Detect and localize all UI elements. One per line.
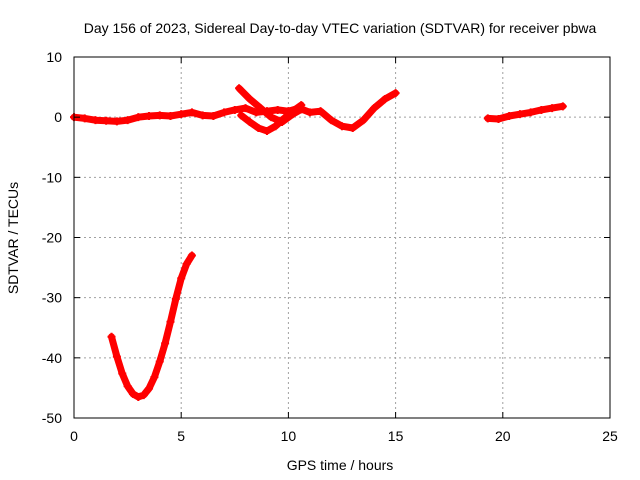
- x-tick-label: 20: [495, 428, 511, 444]
- x-tick-label: 5: [177, 428, 185, 444]
- data-point: [177, 274, 186, 283]
- y-tick-label: 0: [54, 109, 62, 125]
- data-point: [305, 108, 314, 117]
- series-track: [107, 251, 196, 401]
- data-point: [112, 352, 121, 361]
- y-tick-label: -30: [42, 290, 62, 306]
- data-point: [391, 89, 400, 98]
- data-point: [177, 110, 186, 119]
- data-point: [537, 105, 546, 114]
- data-points: [70, 84, 567, 401]
- data-point: [558, 102, 567, 111]
- data-point: [327, 116, 336, 125]
- data-point: [483, 114, 492, 123]
- data-point: [123, 382, 132, 391]
- data-point: [235, 84, 244, 93]
- axis-ticks: [73, 56, 611, 419]
- data-point: [198, 111, 207, 120]
- data-point: [187, 108, 196, 117]
- data-point: [370, 104, 379, 113]
- x-tick-label: 10: [281, 428, 297, 444]
- data-point: [80, 114, 89, 123]
- data-point: [505, 111, 514, 120]
- data-point: [230, 105, 239, 114]
- x-tick-label: 0: [70, 428, 78, 444]
- series-line: [237, 101, 305, 135]
- y-axis-label: SDTVAR / TECUs: [5, 182, 21, 294]
- data-point: [267, 113, 276, 122]
- data-point: [288, 107, 297, 116]
- data-point: [145, 384, 154, 393]
- data-point: [273, 105, 282, 114]
- data-point: [155, 111, 164, 120]
- data-point: [145, 111, 154, 120]
- data-point: [118, 369, 127, 378]
- data-point: [316, 107, 325, 116]
- data-point: [280, 114, 289, 123]
- series-track: [237, 101, 306, 136]
- data-point: [161, 339, 170, 348]
- series-track: [483, 102, 567, 123]
- data-point: [128, 389, 137, 398]
- x-tick-label: 25: [602, 428, 618, 444]
- y-tick-label: 10: [46, 49, 62, 65]
- data-point: [209, 111, 218, 120]
- series-line: [108, 252, 196, 401]
- data-point: [150, 373, 159, 382]
- data-point: [220, 108, 229, 117]
- x-tick-label: 15: [388, 428, 404, 444]
- data-point: [252, 108, 261, 117]
- data-point: [338, 122, 346, 131]
- chart-title: Day 156 of 2023, Sidereal Day-to-day VTE…: [84, 20, 597, 36]
- y-tick-labels: 10 0 -10 -20 -30 -40 -50: [42, 49, 62, 426]
- x-tick-labels: 0 5 10 15 20 25: [70, 428, 618, 444]
- data-point: [380, 95, 389, 104]
- y-tick-label: -20: [42, 230, 62, 246]
- data-point: [139, 391, 148, 400]
- data-point: [271, 122, 280, 131]
- x-axis-label: GPS time / hours: [287, 457, 394, 473]
- data-point: [359, 116, 368, 125]
- data-point: [245, 95, 254, 104]
- data-point: [245, 117, 254, 126]
- y-tick-label: -10: [42, 169, 62, 185]
- data-point: [182, 259, 191, 268]
- data-point: [262, 127, 271, 136]
- data-point: [155, 357, 164, 366]
- data-point: [91, 116, 100, 125]
- data-point: [134, 113, 143, 122]
- data-point: [171, 294, 180, 303]
- data-point: [237, 111, 246, 120]
- data-point: [112, 117, 121, 126]
- y-tick-label: -40: [42, 350, 62, 366]
- data-point: [297, 101, 306, 110]
- data-point: [166, 317, 175, 326]
- data-point: [166, 111, 175, 120]
- data-point: [548, 104, 557, 113]
- series-track: [70, 89, 400, 132]
- data-point: [134, 392, 143, 401]
- data-point: [526, 108, 535, 117]
- data-point: [515, 110, 524, 119]
- data-point: [241, 104, 250, 113]
- data-point: [102, 116, 111, 125]
- data-point: [107, 332, 116, 341]
- data-point: [254, 123, 263, 132]
- y-tick-label: -50: [42, 410, 62, 426]
- data-point: [348, 123, 357, 132]
- data-point: [494, 114, 503, 123]
- data-point: [123, 116, 132, 125]
- data-point: [256, 104, 265, 113]
- data-point: [187, 251, 196, 260]
